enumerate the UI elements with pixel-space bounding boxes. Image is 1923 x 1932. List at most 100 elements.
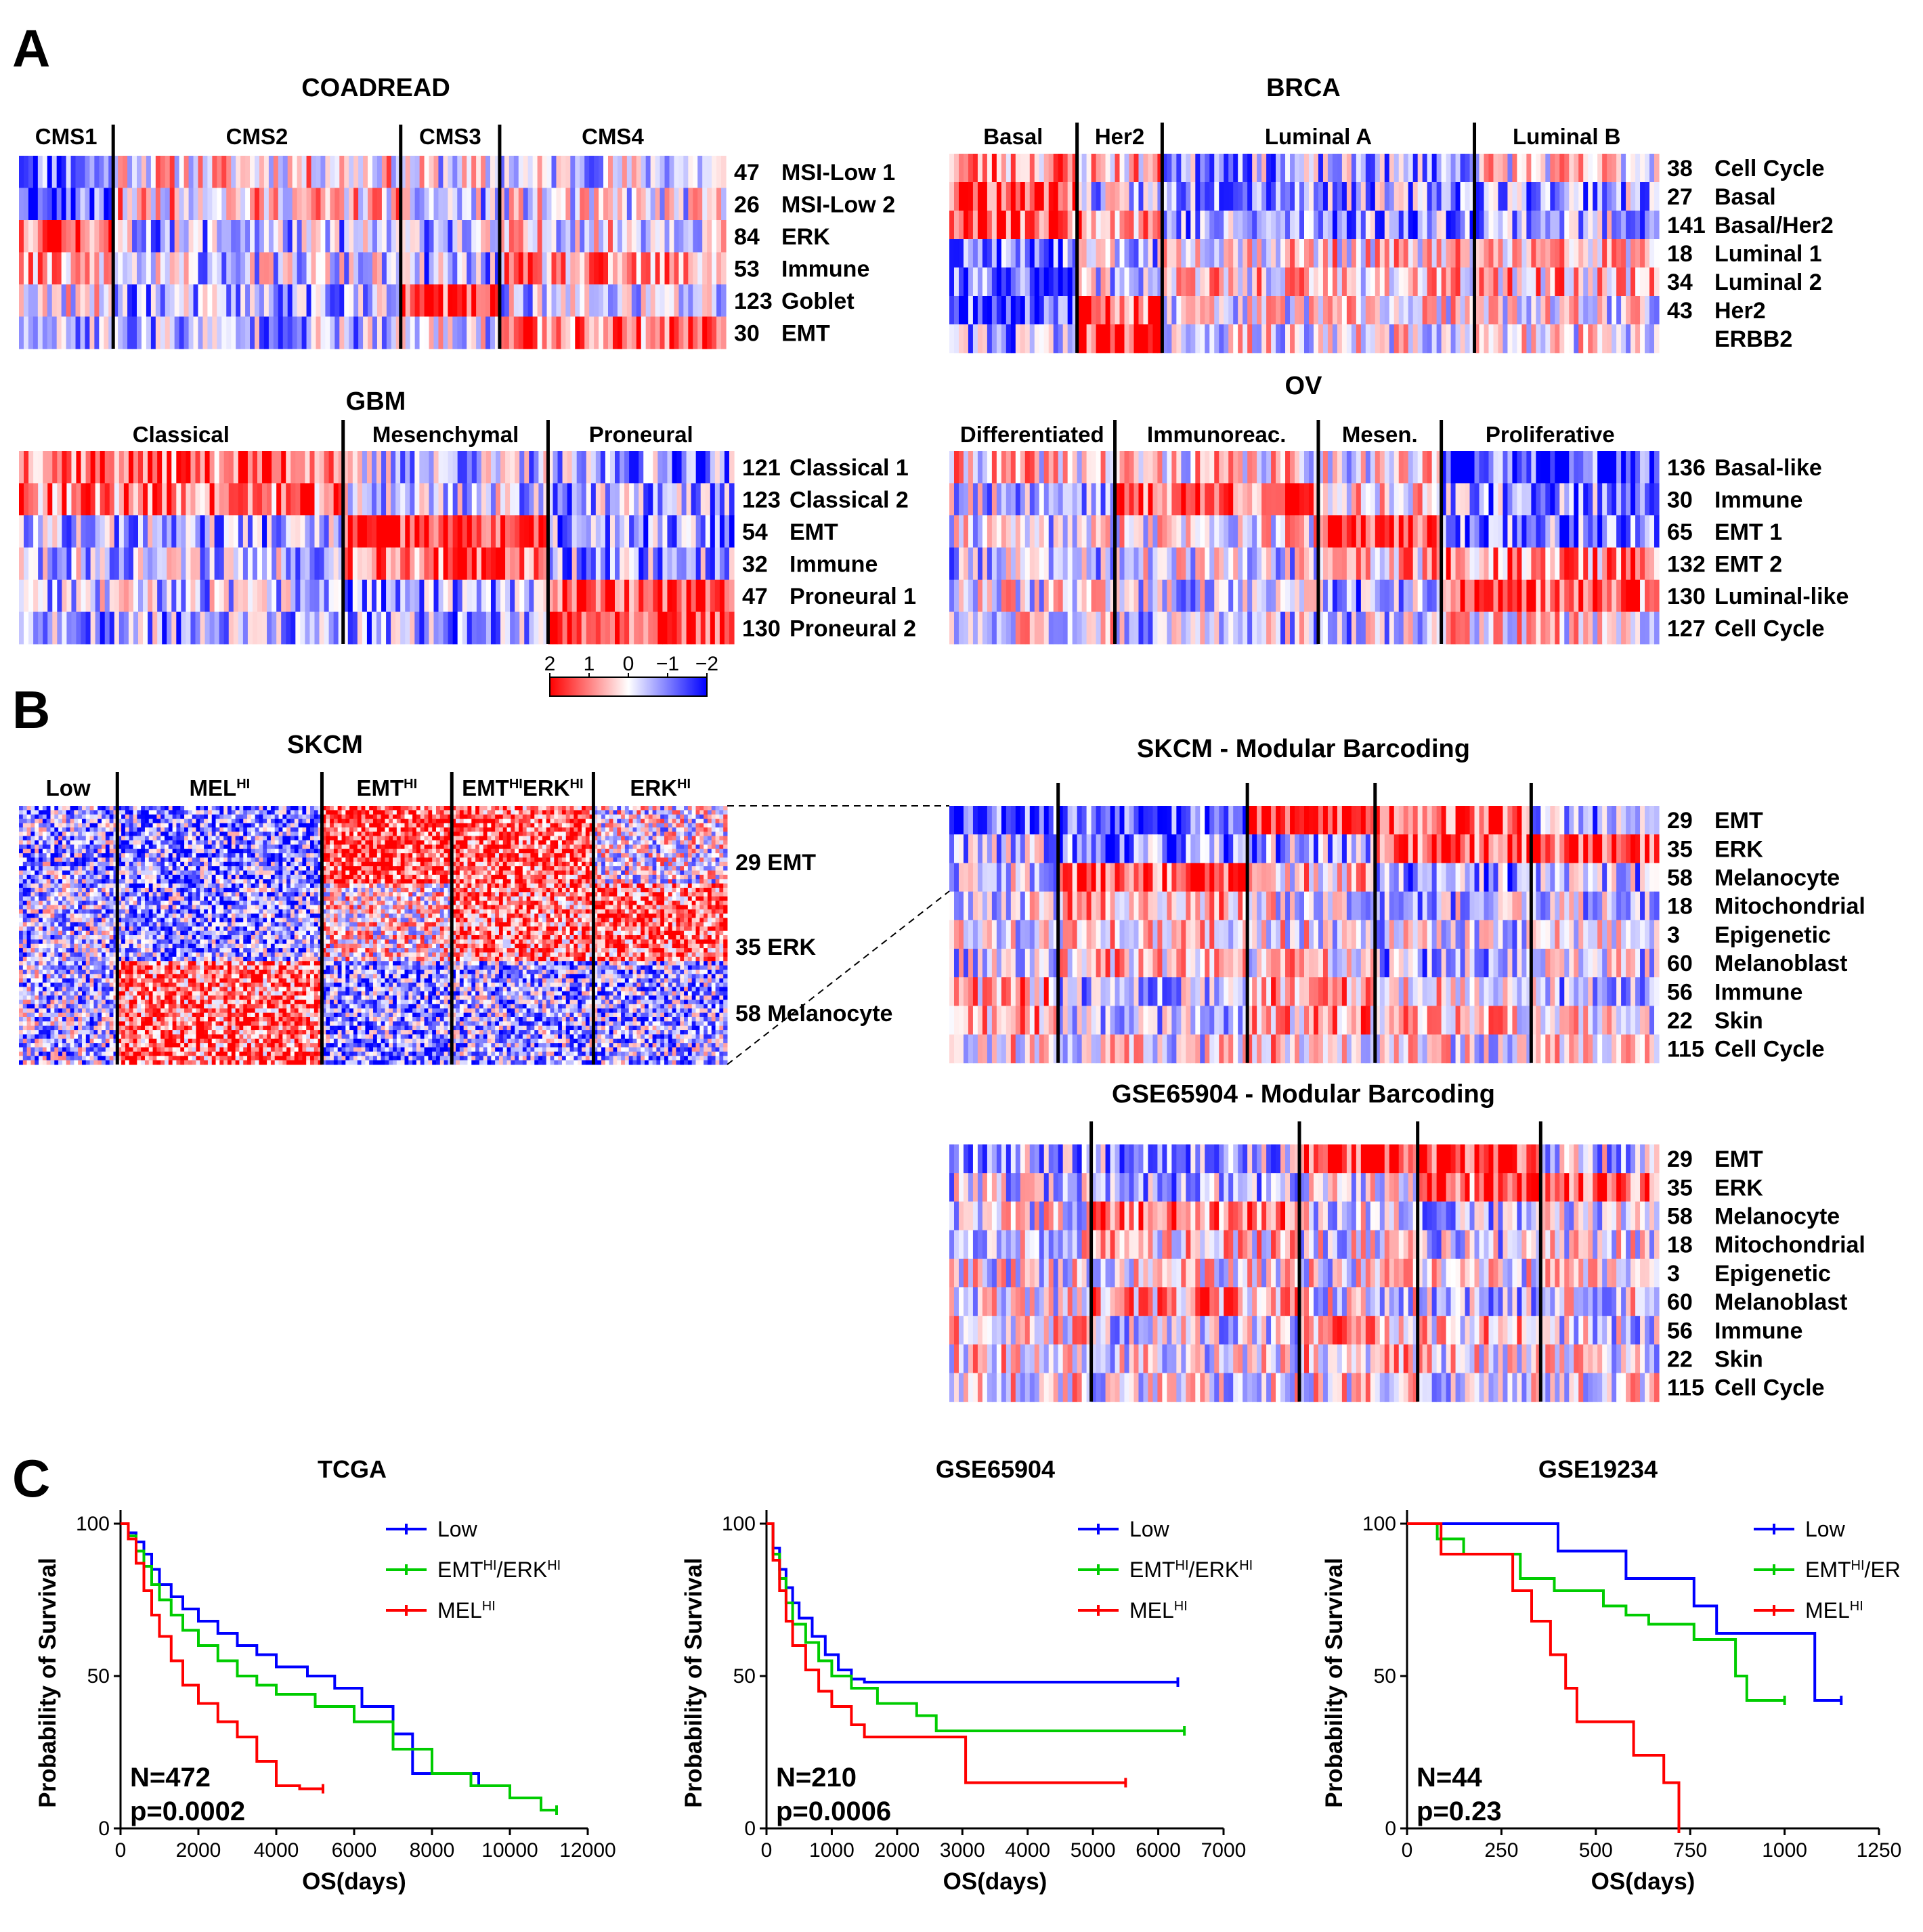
- heatmap-cell: [104, 580, 110, 612]
- heatmap-cell: [1479, 182, 1485, 211]
- heatmap-cell: [247, 611, 253, 645]
- heatmap-cell: [1219, 863, 1224, 892]
- heatmap-cell: [1308, 547, 1314, 580]
- heatmap-cell: [104, 220, 109, 253]
- heatmap-cell: [1129, 483, 1135, 516]
- heatmap-cell: [1039, 863, 1045, 892]
- heatmap-cell: [676, 451, 683, 484]
- heatmap-cell: [1200, 920, 1205, 949]
- heatmap-cell: [1010, 324, 1016, 353]
- heatmap-cell: [1257, 920, 1262, 949]
- heatmap-cell: [1233, 891, 1238, 921]
- heatmap-cell: [515, 580, 520, 612]
- heatmap-cell: [247, 580, 253, 612]
- heatmap-cell: [1157, 806, 1163, 835]
- heatmap-cell: [1228, 977, 1234, 1006]
- heatmap-cell: [400, 451, 406, 484]
- heatmap-cell: [1261, 182, 1267, 211]
- heatmap-cell: [1360, 547, 1366, 580]
- heatmap-cell: [1526, 154, 1532, 183]
- heatmap-cell: [1034, 806, 1040, 835]
- heatmap-cell: [1507, 891, 1513, 921]
- heatmap-cell: [1417, 949, 1423, 978]
- heatmap-cell: [1086, 451, 1092, 484]
- heatmap-cell: [1290, 324, 1295, 353]
- heatmap-cell: [1176, 611, 1182, 645]
- heatmap-cell: [366, 451, 372, 484]
- heatmap-cell: [697, 156, 703, 188]
- heatmap-cell: [1593, 863, 1598, 892]
- heatmap-cell: [1621, 154, 1626, 183]
- heatmap-cell: [977, 920, 983, 949]
- group-label: Her2: [1095, 124, 1144, 149]
- heatmap-cell: [1313, 977, 1319, 1006]
- heatmap-cell: [603, 252, 609, 285]
- heatmap-cell: [1015, 580, 1021, 612]
- heatmap-cell: [1360, 834, 1366, 863]
- heatmap-cell: [968, 580, 974, 612]
- heatmap-cell: [1100, 949, 1106, 978]
- heatmap-cell: [1020, 949, 1026, 978]
- heatmap-cell: [1048, 515, 1054, 548]
- heatmap-cell: [195, 611, 201, 645]
- heatmap-cell: [1379, 296, 1385, 325]
- heatmap-cell: [1162, 920, 1167, 949]
- heatmap-cell: [1578, 806, 1584, 835]
- heatmap-cell: [1313, 920, 1319, 949]
- heatmap-cell: [1200, 211, 1205, 240]
- heatmap-cell: [1190, 267, 1196, 297]
- heatmap-cell: [1067, 154, 1073, 183]
- heatmap-cell: [1209, 580, 1215, 612]
- heatmap-cell: [1341, 834, 1347, 863]
- heatmap-cell: [1148, 547, 1154, 580]
- heatmap-cell: [1569, 806, 1574, 835]
- heatmap-cell: [212, 316, 217, 349]
- heatmap-cell: [594, 284, 599, 317]
- heatmap-cell: [452, 220, 458, 253]
- heatmap-cell: [953, 182, 959, 211]
- heatmap-cell: [953, 806, 959, 835]
- heatmap-cell: [176, 515, 181, 548]
- heatmap-cell: [1129, 834, 1135, 863]
- heatmap-cell: [56, 156, 62, 188]
- heatmap-cell: [1100, 451, 1106, 484]
- heatmap-cell: [1550, 182, 1555, 211]
- heatmap-cell: [314, 611, 320, 645]
- heatmap-cell: [1290, 182, 1295, 211]
- heatmap-cell: [1152, 834, 1159, 863]
- heatmap-cell: [1479, 483, 1485, 516]
- heatmap-cell: [395, 252, 402, 285]
- heatmap-cell: [1200, 154, 1205, 183]
- heatmap-cell: [1341, 580, 1347, 612]
- heatmap-cell: [1261, 891, 1267, 921]
- heatmap-cell: [1091, 806, 1097, 835]
- heatmap-cell: [338, 515, 344, 548]
- heatmap-cell: [223, 483, 230, 516]
- heatmap-cell: [977, 239, 983, 268]
- heatmap-cell: [1389, 863, 1395, 892]
- heatmap-cell: [1607, 515, 1612, 548]
- heatmap-cell: [100, 483, 106, 516]
- heatmap-cell: [1200, 515, 1205, 548]
- heatmap-cell: [996, 806, 1002, 835]
- heatmap-cell: [1110, 483, 1116, 516]
- heatmap-cell: [1152, 1006, 1159, 1035]
- heatmap-cell: [1403, 547, 1409, 580]
- heatmap-cell: [1053, 977, 1059, 1006]
- heatmap-cell: [1039, 483, 1045, 516]
- heatmap-cell: [221, 220, 227, 253]
- heatmap-cell: [1540, 483, 1546, 516]
- heatmap-cell: [1186, 1006, 1191, 1035]
- heatmap-cell: [1072, 863, 1078, 892]
- heatmap-cell: [612, 220, 618, 253]
- heatmap-cell: [968, 154, 974, 183]
- heatmap-cell: [1176, 296, 1182, 325]
- heatmap-cell: [162, 547, 167, 580]
- heatmap-cell: [52, 451, 58, 484]
- heatmap-cell: [1417, 324, 1423, 353]
- heatmap-cell: [1266, 949, 1272, 978]
- heatmap-cell: [141, 220, 147, 253]
- heatmap-cell: [1077, 611, 1083, 645]
- heatmap-cell: [1034, 1006, 1040, 1035]
- heatmap-cell: [1365, 611, 1371, 645]
